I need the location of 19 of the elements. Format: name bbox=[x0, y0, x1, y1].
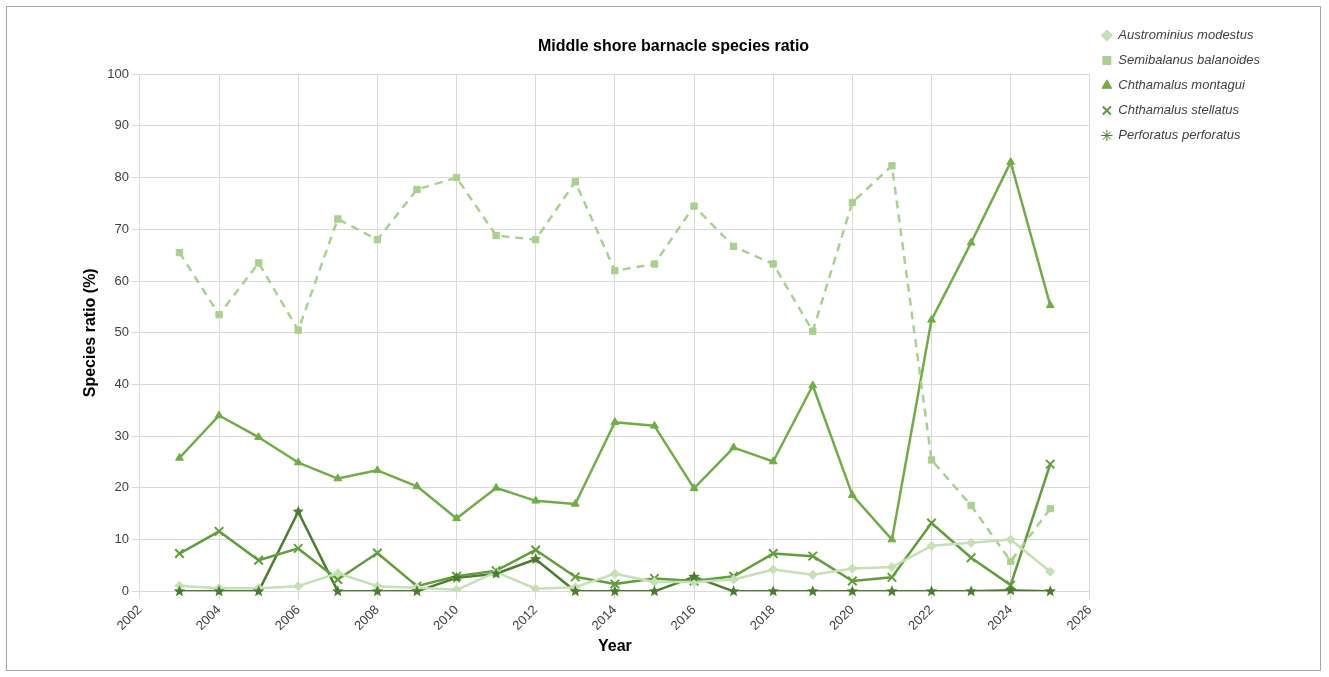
legend-label: Perforatus perforatus bbox=[1118, 127, 1241, 143]
legend-label: Semibalanus balanoides bbox=[1118, 52, 1261, 68]
legend-label: Austrominius modestus bbox=[1117, 27, 1254, 43]
x-axis-title: Year bbox=[597, 636, 632, 654]
legend-label: Chthamalus stellatus bbox=[1118, 102, 1240, 118]
y-tick-label: 0 bbox=[121, 582, 129, 598]
y-tick-label: 100 bbox=[107, 65, 129, 81]
y-tick-label: 10 bbox=[114, 531, 129, 547]
y-axis-title: Species ratio (%) bbox=[81, 268, 99, 398]
y-tick-label: 80 bbox=[114, 169, 129, 185]
y-tick-label: 70 bbox=[114, 220, 129, 236]
y-tick-label: 30 bbox=[114, 427, 129, 443]
y-tick-label: 40 bbox=[114, 376, 129, 392]
y-tick-label: 50 bbox=[114, 324, 129, 340]
legend-label: Chthamalus montagui bbox=[1118, 77, 1246, 93]
y-tick-label: 20 bbox=[114, 479, 129, 495]
y-tick-label: 90 bbox=[114, 117, 129, 133]
y-tick-label: 60 bbox=[114, 272, 129, 288]
chart-title: Middle shore barnacle species ratio bbox=[537, 37, 810, 55]
